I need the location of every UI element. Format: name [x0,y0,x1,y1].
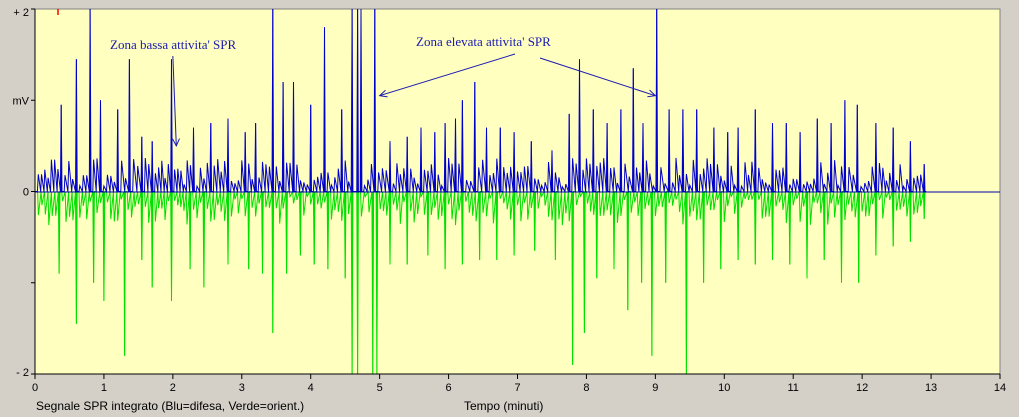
annotation-arrow [172,55,177,146]
x-tick-label: 11 [788,382,799,394]
series-blue-difesa [35,8,927,194]
x-tick-label: 1 [101,382,107,394]
annotation-low-activity: Zona bassa attivita' SPR [110,37,237,52]
x-tick-label: 4 [308,382,314,394]
x-tick-label: 12 [856,382,868,394]
x-axis-caption: Segnale SPR integrato (Blu=difesa, Verde… [36,399,304,413]
y-tick-label: - 2 [16,367,29,379]
y-tick-label: mV [13,95,30,107]
x-tick-label: 0 [32,382,38,394]
annotation-arrowhead [378,89,388,98]
x-tick-label: 9 [652,382,658,394]
annotation-arrow [379,53,516,97]
x-axis-label: Tempo (minuti) [464,399,543,413]
x-tick-label: 3 [239,382,245,394]
annotations: Zona bassa attivita' SPR Zona elevata at… [110,34,657,148]
annotation-arrowhead [647,89,657,98]
x-tick-label: 13 [925,382,937,394]
annotation-high-activity: Zona elevata attivita' SPR [416,34,551,49]
y-tick-label: + 2 [13,7,29,19]
annotation-arrow [539,57,656,97]
series-green-orient [35,189,927,375]
x-tick-label: 6 [446,382,452,394]
x-tick-label: 8 [583,382,589,394]
x-tick-label: 2 [170,382,176,394]
x-tick-label: 10 [718,382,730,394]
x-tick-label: 14 [994,382,1006,394]
annotation-arrowhead [172,138,180,148]
annotation-arrows [172,53,657,148]
x-tick-label: 7 [514,382,520,394]
x-tick-label: 5 [377,382,383,394]
y-axis-ticks: + 2 mV 0 - 2 [13,7,35,379]
series-trace [35,8,927,194]
x-axis-ticks: 0 1 2 3 4 5 6 7 8 9 10 11 12 13 14 [32,374,1006,394]
y-tick-label: 0 [23,187,29,199]
